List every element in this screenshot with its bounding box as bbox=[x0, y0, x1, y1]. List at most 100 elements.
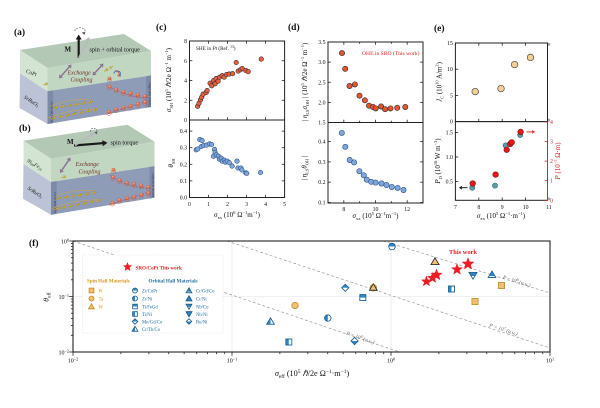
svg-text:9: 9 bbox=[501, 205, 504, 211]
svg-text:Zr/CoPt: Zr/CoPt bbox=[142, 290, 158, 295]
svg-text:Ti/Ni: Ti/Ni bbox=[142, 313, 153, 318]
svg-text:0.0: 0.0 bbox=[180, 196, 187, 202]
svg-text:4: 4 bbox=[550, 120, 553, 126]
svg-text:(a): (a) bbox=[14, 27, 25, 38]
svg-text:| ηLSθOH |: | ηLSθOH | bbox=[301, 156, 310, 181]
svg-text:Orbital Hall Materials: Orbital Hall Materials bbox=[149, 279, 198, 285]
svg-text:2.0: 2.0 bbox=[318, 100, 325, 106]
svg-text:7: 7 bbox=[454, 205, 457, 211]
svg-text:0.2: 0.2 bbox=[318, 180, 325, 186]
svg-text:Ta: Ta bbox=[99, 298, 105, 303]
svg-text:SRO/CoPt This work: SRO/CoPt This work bbox=[136, 265, 182, 271]
svg-text:Coupling: Coupling bbox=[71, 78, 93, 84]
svg-text:8: 8 bbox=[477, 205, 480, 211]
svg-text:2: 2 bbox=[184, 98, 187, 104]
svg-text:Ru/Ni: Ru/Ni bbox=[196, 321, 208, 326]
svg-text:3: 3 bbox=[245, 202, 248, 208]
svg-text:100: 100 bbox=[61, 237, 69, 246]
svg-text:1: 1 bbox=[207, 202, 210, 208]
svg-text:4: 4 bbox=[264, 202, 267, 208]
svg-text:Orbital Hall effect: Orbital Hall effect bbox=[147, 82, 151, 106]
svg-text:M: M bbox=[65, 46, 72, 54]
svg-text:Zr/Ni: Zr/Ni bbox=[142, 298, 153, 303]
svg-text:| ηLSσOH | (105 ℏ/2e Ω−1 m−1): | ηLSσOH | (105 ℏ/2e Ω−1 m−1) bbox=[300, 42, 310, 121]
svg-text:Nb/Ni: Nb/Ni bbox=[196, 313, 208, 318]
svg-text:100: 100 bbox=[387, 356, 395, 365]
svg-text:Orbital Hall effect: Orbital Hall effect bbox=[151, 173, 155, 197]
svg-text:spin + orbital torque: spin + orbital torque bbox=[90, 46, 141, 53]
svg-text:3.5: 3.5 bbox=[318, 40, 325, 46]
svg-text:0: 0 bbox=[184, 118, 187, 124]
svg-text:10−2: 10−2 bbox=[59, 348, 69, 357]
svg-text:11: 11 bbox=[546, 205, 552, 211]
svg-text:2: 2 bbox=[550, 159, 553, 165]
svg-text:0.5: 0.5 bbox=[446, 179, 453, 185]
svg-text:0.4: 0.4 bbox=[180, 129, 187, 135]
svg-text:(d): (d) bbox=[288, 22, 300, 33]
svg-text:(c): (c) bbox=[156, 22, 167, 33]
svg-text:(e): (e) bbox=[434, 23, 445, 34]
svg-text:This work: This work bbox=[449, 249, 477, 256]
svg-text:0.3: 0.3 bbox=[180, 146, 187, 152]
svg-text:W: W bbox=[99, 306, 104, 311]
svg-text:Pt: Pt bbox=[99, 290, 104, 295]
svg-text:σxx (105 Ω−1·m−1): σxx (105 Ω−1·m−1) bbox=[477, 211, 526, 221]
svg-text:10−1: 10−1 bbox=[227, 356, 237, 365]
svg-text:0: 0 bbox=[550, 198, 553, 204]
svg-text:Spin Hall Materials: Spin Hall Materials bbox=[87, 279, 130, 285]
svg-text:3.0: 3.0 bbox=[318, 60, 325, 66]
svg-text:0: 0 bbox=[450, 120, 453, 126]
svg-text:θSH: θSH bbox=[167, 158, 176, 168]
svg-text:JC (1010 A/m2): JC (1010 A/m2) bbox=[435, 61, 445, 102]
svg-text:10: 10 bbox=[523, 205, 529, 211]
svg-text:σxx (106 Ω−1m−1): σxx (106 Ω−1m−1) bbox=[214, 210, 261, 220]
svg-text:1.5: 1.5 bbox=[318, 121, 325, 127]
svg-text:2.5: 2.5 bbox=[318, 80, 325, 86]
svg-text:Cr/Tb/Co: Cr/Tb/Co bbox=[142, 328, 161, 333]
svg-text:2: 2 bbox=[226, 202, 229, 208]
svg-text:Cr/Gd/Co: Cr/Gd/Co bbox=[196, 290, 215, 295]
svg-text:θeff: θeff bbox=[42, 292, 53, 302]
svg-text:PD (1016 W m−3): PD (1016 W m−3) bbox=[433, 138, 443, 185]
svg-text:Exchange: Exchange bbox=[75, 162, 100, 168]
svg-text:0.1: 0.1 bbox=[318, 201, 325, 207]
svg-text:Ti/FeGd: Ti/FeGd bbox=[142, 306, 158, 311]
svg-text:10: 10 bbox=[447, 67, 453, 73]
svg-text:6: 6 bbox=[184, 59, 187, 65]
svg-text:Spin Hall effect: Spin Hall effect bbox=[53, 192, 57, 213]
svg-text:Nb/Co: Nb/Co bbox=[196, 306, 209, 311]
svg-text:1: 1 bbox=[550, 179, 553, 185]
svg-text:σSH (105 ℏ/2e Ω−1 m−1): σSH (105 ℏ/2e Ω−1 m−1) bbox=[164, 47, 174, 112]
svg-text:8: 8 bbox=[184, 39, 187, 45]
svg-text:σxx (105 Ω−1m−1): σxx (105 Ω−1m−1) bbox=[353, 211, 400, 221]
svg-text:CoPt: CoPt bbox=[25, 69, 38, 79]
svg-text:1.5: 1.5 bbox=[446, 131, 453, 137]
svg-text:10−1: 10−1 bbox=[59, 293, 69, 302]
svg-text:15: 15 bbox=[447, 41, 453, 47]
svg-text:M: M bbox=[67, 138, 74, 146]
svg-text:10: 10 bbox=[373, 207, 379, 213]
svg-text:4: 4 bbox=[184, 79, 187, 85]
svg-text:(f): (f) bbox=[29, 238, 39, 249]
svg-text:1.0: 1.0 bbox=[446, 155, 453, 161]
svg-text:0.4: 0.4 bbox=[318, 140, 325, 146]
svg-text:8: 8 bbox=[342, 207, 345, 213]
svg-text:0.3: 0.3 bbox=[318, 160, 325, 166]
svg-text:Coupling: Coupling bbox=[79, 170, 101, 176]
svg-text:Exchange: Exchange bbox=[67, 71, 92, 77]
svg-text:Spin Hall effect: Spin Hall effect bbox=[50, 102, 54, 123]
svg-text:σeff (105 ℏ/2e Ω−1·m−1): σeff (105 ℏ/2e Ω−1·m−1) bbox=[275, 369, 350, 380]
svg-text:Mn/Gd/Co: Mn/Gd/Co bbox=[142, 321, 163, 326]
svg-text:(b): (b) bbox=[19, 123, 31, 134]
svg-text:0.1: 0.1 bbox=[180, 179, 187, 185]
svg-text:10−2: 10−2 bbox=[68, 356, 78, 365]
svg-text:P (10−5 Ω·m): P (10−5 Ω·m) bbox=[553, 142, 562, 181]
svg-text:3: 3 bbox=[550, 140, 553, 146]
svg-text:OHE in SRO (This work): OHE in SRO (This work) bbox=[362, 50, 420, 57]
svg-text:101: 101 bbox=[546, 356, 554, 365]
svg-text:0: 0 bbox=[188, 202, 191, 208]
svg-text:5: 5 bbox=[283, 202, 286, 208]
svg-text:Cr/Ni: Cr/Ni bbox=[196, 298, 207, 303]
svg-text:0.2: 0.2 bbox=[180, 162, 187, 168]
svg-text:SHE in Pt (Ref. 13): SHE in Pt (Ref. 13) bbox=[196, 45, 236, 52]
